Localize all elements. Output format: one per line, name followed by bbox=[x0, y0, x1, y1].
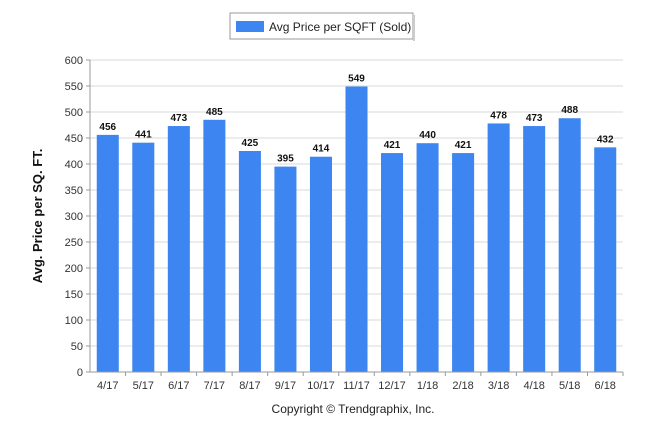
x-tick-label: 5/17 bbox=[133, 380, 154, 392]
data-label: 549 bbox=[348, 74, 365, 85]
bar bbox=[523, 126, 546, 372]
x-tick-label: 6/18 bbox=[595, 380, 616, 392]
data-label: 421 bbox=[455, 140, 472, 151]
bar bbox=[558, 118, 581, 373]
data-label: 485 bbox=[206, 107, 223, 118]
x-tick-label: 9/17 bbox=[275, 380, 296, 392]
x-tick-label: 1/18 bbox=[417, 380, 438, 392]
x-tick-label: 10/17 bbox=[307, 380, 335, 392]
copyright-text: Copyright © Trendgraphix, Inc. bbox=[272, 402, 435, 416]
data-label: 488 bbox=[561, 105, 578, 116]
x-tick-label: 3/18 bbox=[488, 380, 509, 392]
data-label: 425 bbox=[242, 138, 259, 149]
x-tick-label: 4/18 bbox=[523, 380, 544, 392]
bar bbox=[203, 119, 226, 372]
y-tick-label: 500 bbox=[65, 107, 83, 119]
bars bbox=[96, 86, 617, 373]
y-tick-label: 200 bbox=[65, 263, 83, 275]
data-label: 478 bbox=[490, 110, 507, 121]
legend-label: Avg Price per SQFT (Sold) bbox=[269, 20, 411, 34]
bar bbox=[487, 123, 510, 372]
x-tick-label: 2/18 bbox=[452, 380, 473, 392]
data-label: 441 bbox=[135, 130, 152, 141]
bar bbox=[416, 143, 439, 372]
bar bbox=[309, 156, 332, 372]
y-tick-label: 0 bbox=[77, 367, 83, 379]
x-tick-label: 8/17 bbox=[239, 380, 260, 392]
bar bbox=[132, 142, 155, 372]
y-tick-label: 600 bbox=[65, 55, 83, 67]
y-tick-label: 100 bbox=[65, 315, 83, 327]
y-tick-label: 250 bbox=[65, 237, 83, 249]
data-label: 432 bbox=[597, 134, 614, 145]
y-tick-label: 550 bbox=[65, 81, 83, 93]
data-labels: 456 441 473 485 425 395 414 549 421 440 421 478 473 4… bbox=[99, 74, 614, 165]
y-axis-label: Avg. Price per SQ. FT. bbox=[30, 149, 45, 284]
bar bbox=[594, 147, 617, 372]
data-label: 473 bbox=[526, 113, 543, 124]
y-tick-label: 50 bbox=[71, 341, 83, 353]
x-tick-label: 12/17 bbox=[378, 380, 406, 392]
bar bbox=[345, 86, 368, 373]
data-label: 421 bbox=[384, 140, 401, 151]
legend: Avg Price per SQFT (Sold) bbox=[229, 12, 415, 41]
y-tick-label: 450 bbox=[65, 133, 83, 145]
y-tick-label: 300 bbox=[65, 211, 83, 223]
bar bbox=[96, 134, 119, 372]
x-tick-label: 7/17 bbox=[204, 380, 225, 392]
data-label: 456 bbox=[99, 122, 116, 133]
legend-swatch bbox=[236, 21, 264, 32]
bar bbox=[274, 166, 297, 372]
bar bbox=[167, 126, 190, 372]
bar bbox=[452, 153, 475, 372]
legend-box-shadow bbox=[413, 15, 415, 41]
data-label: 473 bbox=[170, 113, 187, 124]
bar bbox=[238, 151, 261, 372]
bar bbox=[381, 153, 404, 372]
y-axis: 0 50 100 150 200 250 300 350 400 450 500 550 600 bbox=[65, 55, 91, 379]
y-tick-label: 150 bbox=[65, 289, 83, 301]
data-label: 414 bbox=[313, 144, 330, 155]
data-label: 440 bbox=[419, 130, 436, 141]
x-axis: 4/17 5/17 6/17 7/17 8/17 9/17 10/17 11/17 12/17 1… bbox=[90, 371, 624, 392]
y-tick-label: 400 bbox=[65, 159, 83, 171]
x-tick-label: 11/17 bbox=[343, 380, 370, 392]
data-label: 395 bbox=[277, 154, 294, 165]
y-tick-label: 350 bbox=[65, 185, 83, 197]
x-tick-label: 4/17 bbox=[97, 380, 118, 392]
x-tick-label: 5/18 bbox=[559, 380, 580, 392]
x-tick-label: 6/17 bbox=[168, 380, 189, 392]
